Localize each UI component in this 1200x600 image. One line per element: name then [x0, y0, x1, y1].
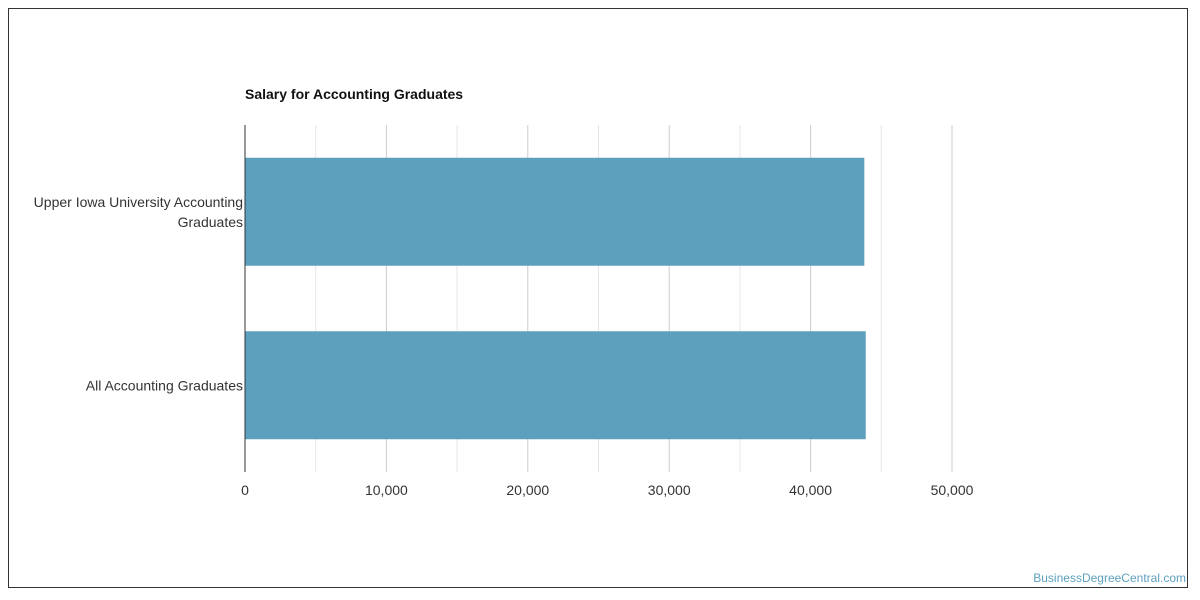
category-label: All Accounting Graduates	[86, 377, 243, 393]
x-tick-label: 20,000	[506, 482, 549, 498]
x-tick-label: 10,000	[365, 482, 408, 498]
bar	[245, 157, 865, 266]
category-labels: Upper Iowa University Accounting Graduate…	[34, 194, 243, 394]
category-label: Graduates	[178, 214, 243, 230]
x-tick-label: 0	[241, 482, 249, 498]
bar	[245, 331, 866, 440]
x-tick-label: 30,000	[648, 482, 691, 498]
chart-title: Salary for Accounting Graduates	[245, 86, 463, 102]
x-tick-label: 50,000	[931, 482, 974, 498]
x-tick-labels: 0 10,000 20,000 30,000 40,000 50,000	[241, 482, 974, 498]
source-watermark[interactable]: BusinessDegreeCentral.com	[1033, 571, 1186, 585]
x-tick-label: 40,000	[789, 482, 832, 498]
category-label: Upper Iowa University Accounting	[34, 194, 243, 210]
bars	[245, 157, 866, 440]
